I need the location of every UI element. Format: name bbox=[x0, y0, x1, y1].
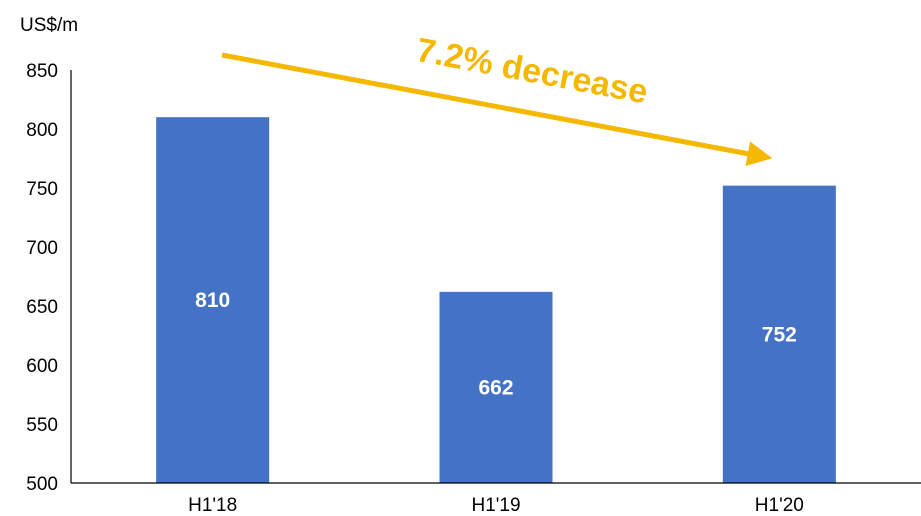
y-tick-label: 850 bbox=[26, 61, 58, 82]
bar-value-label: 810 bbox=[195, 289, 230, 312]
bar bbox=[722, 185, 836, 483]
x-axis-labels: H1'18 H1'19 H1'20 bbox=[188, 495, 804, 516]
y-tick-label: 600 bbox=[26, 356, 58, 377]
bar bbox=[156, 117, 270, 483]
x-category-label: H1'20 bbox=[755, 495, 804, 516]
bar-value-label: 752 bbox=[762, 323, 797, 346]
y-tick-label: 700 bbox=[26, 238, 58, 259]
y-tick-label: 650 bbox=[26, 297, 58, 318]
trend-arrow bbox=[221, 52, 773, 166]
y-tick-label: 800 bbox=[26, 120, 58, 141]
data-labels: 810 662 752 bbox=[195, 289, 797, 399]
y-axis-unit-label: US$/m bbox=[20, 15, 78, 36]
y-tick-label: 750 bbox=[26, 179, 58, 200]
x-category-label: H1'18 bbox=[188, 495, 237, 516]
bars bbox=[156, 117, 836, 483]
y-axis-ticks: 500 550 600 650 700 750 800 850 bbox=[26, 61, 58, 495]
x-category-label: H1'19 bbox=[471, 495, 520, 516]
y-tick-label: 500 bbox=[26, 474, 58, 495]
bar-value-label: 662 bbox=[478, 376, 513, 399]
bar bbox=[439, 291, 553, 483]
y-tick-label: 550 bbox=[26, 415, 58, 436]
